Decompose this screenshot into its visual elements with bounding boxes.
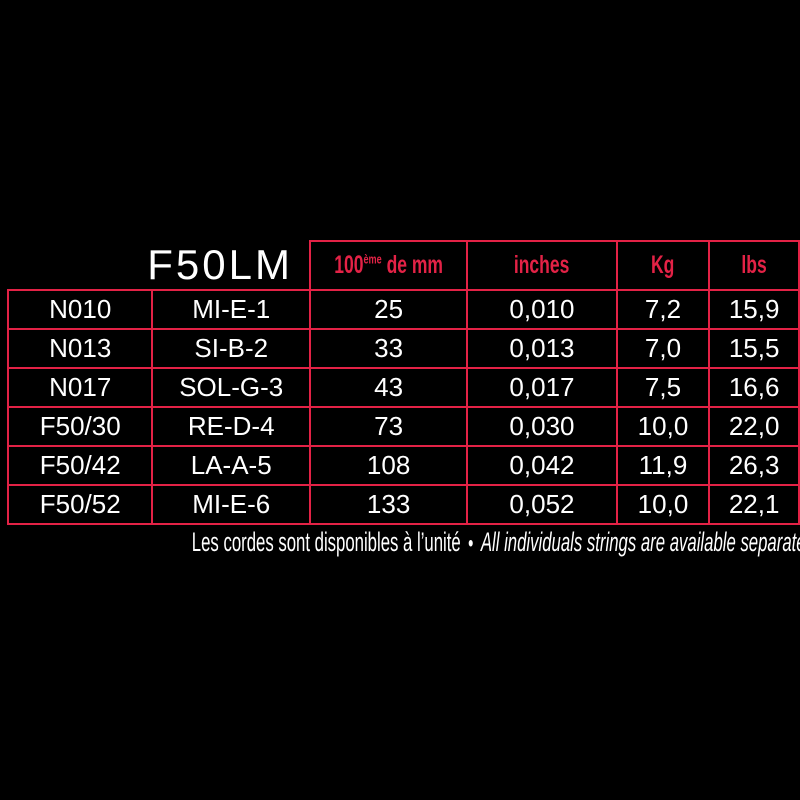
cell-note: MI-E-1 (151, 289, 311, 330)
cell-lbs: 22,1 (708, 484, 800, 525)
cell-lbs: 15,9 (708, 289, 800, 330)
cell-kg: 7,5 (615, 367, 711, 408)
availability-note-en: All individuals strings are available se… (480, 527, 800, 557)
col-header-mm-label: 100ème de mm (334, 251, 443, 279)
cell-code: F50/30 (6, 406, 154, 447)
table-row: N010 MI-E-1 25 0,010 7,2 15,9 (6, 289, 800, 330)
cell-mm: 25 (308, 289, 469, 330)
cell-inches: 0,013 (466, 328, 618, 369)
cell-kg: 10,0 (615, 406, 711, 447)
cell-code: N010 (6, 289, 154, 330)
bullet-separator: • (468, 530, 474, 557)
cell-kg: 7,2 (615, 289, 711, 330)
table-row: N017 SOL-G-3 43 0,017 7,5 16,6 (6, 367, 800, 408)
cell-note: SI-B-2 (151, 328, 311, 369)
availability-note-fr: Les cordes sont disponibles à l’unité (191, 527, 461, 557)
col-header-inches-label: inches (514, 251, 570, 279)
cell-lbs: 22,0 (708, 406, 800, 447)
cell-inches: 0,042 (466, 445, 618, 486)
cell-mm: 133 (308, 484, 469, 525)
table-row: F50/30 RE-D-4 73 0,030 10,0 22,0 (6, 406, 800, 447)
col-header-mm: 100ème de mm (308, 240, 469, 291)
cell-lbs: 26,3 (708, 445, 800, 486)
table-row: F50/52 MI-E-6 133 0,052 10,0 22,1 (6, 484, 800, 525)
cell-note: LA-A-5 (151, 445, 311, 486)
col-header-kg-label: Kg (651, 251, 675, 279)
cell-lbs: 16,6 (708, 367, 800, 408)
cell-inches: 0,017 (466, 367, 618, 408)
cell-code: N017 (6, 367, 154, 408)
availability-note-text: Les cordes sont disponibles à l’unité • Al… (192, 524, 800, 562)
string-gauge-table: F50LM 100ème de mm inches Kg lbs N010 MI… (6, 240, 800, 525)
col-header-inches: inches (466, 240, 618, 291)
cell-code: F50/42 (6, 445, 154, 486)
product-title: F50LM (8, 241, 310, 290)
cell-inches: 0,010 (466, 289, 618, 330)
cell-note: SOL-G-3 (151, 367, 311, 408)
table-row: N013 SI-B-2 33 0,013 7,0 15,5 (6, 328, 800, 369)
cell-mm: 43 (308, 367, 469, 408)
cell-kg: 11,9 (615, 445, 711, 486)
col-header-lbs: lbs (708, 240, 800, 291)
cell-inches: 0,030 (466, 406, 618, 447)
cell-inches: 0,052 (466, 484, 618, 525)
table-row: F50/42 LA-A-5 108 0,042 11,9 26,3 (6, 445, 800, 486)
cell-mm: 73 (308, 406, 469, 447)
cell-mm: 33 (308, 328, 469, 369)
cell-lbs: 15,5 (708, 328, 800, 369)
cell-note: RE-D-4 (151, 406, 311, 447)
cell-code: F50/52 (6, 484, 154, 525)
header-row: F50LM 100ème de mm inches Kg lbs (8, 240, 800, 291)
cell-kg: 10,0 (615, 484, 711, 525)
availability-note: Les cordes sont disponibles à l’unité • Al… (0, 524, 800, 562)
cell-kg: 7,0 (615, 328, 711, 369)
cell-code: N013 (6, 328, 154, 369)
col-header-lbs-label: lbs (741, 251, 767, 279)
cell-note: MI-E-6 (151, 484, 311, 525)
cell-mm: 108 (308, 445, 469, 486)
col-header-kg: Kg (615, 240, 711, 291)
